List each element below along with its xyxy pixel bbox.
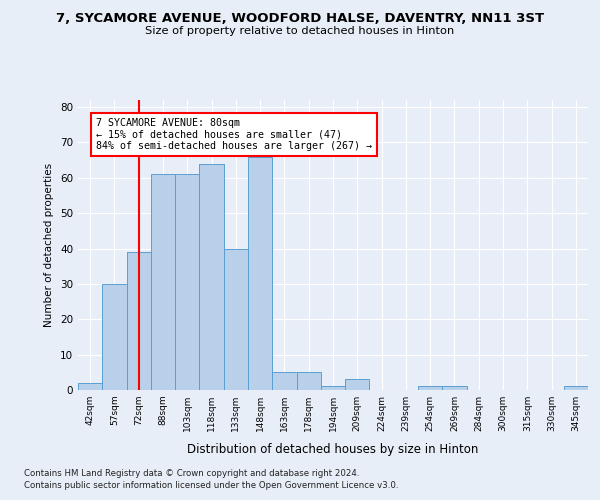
Text: 7, SYCAMORE AVENUE, WOODFORD HALSE, DAVENTRY, NN11 3ST: 7, SYCAMORE AVENUE, WOODFORD HALSE, DAVE…: [56, 12, 544, 26]
Text: Distribution of detached houses by size in Hinton: Distribution of detached houses by size …: [187, 442, 479, 456]
Text: Contains HM Land Registry data © Crown copyright and database right 2024.: Contains HM Land Registry data © Crown c…: [24, 469, 359, 478]
Bar: [175, 174, 199, 390]
Bar: [127, 252, 151, 390]
Bar: [78, 383, 102, 390]
Text: Contains public sector information licensed under the Open Government Licence v3: Contains public sector information licen…: [24, 481, 398, 490]
Bar: [345, 380, 370, 390]
Bar: [151, 174, 175, 390]
Bar: [248, 156, 272, 390]
Text: 7 SYCAMORE AVENUE: 80sqm
← 15% of detached houses are smaller (47)
84% of semi-d: 7 SYCAMORE AVENUE: 80sqm ← 15% of detach…: [96, 118, 372, 151]
Bar: [102, 284, 127, 390]
Bar: [564, 386, 588, 390]
Text: Size of property relative to detached houses in Hinton: Size of property relative to detached ho…: [145, 26, 455, 36]
Y-axis label: Number of detached properties: Number of detached properties: [44, 163, 55, 327]
Bar: [296, 372, 321, 390]
Bar: [442, 386, 467, 390]
Bar: [272, 372, 296, 390]
Bar: [418, 386, 442, 390]
Bar: [321, 386, 345, 390]
Bar: [224, 248, 248, 390]
Bar: [199, 164, 224, 390]
